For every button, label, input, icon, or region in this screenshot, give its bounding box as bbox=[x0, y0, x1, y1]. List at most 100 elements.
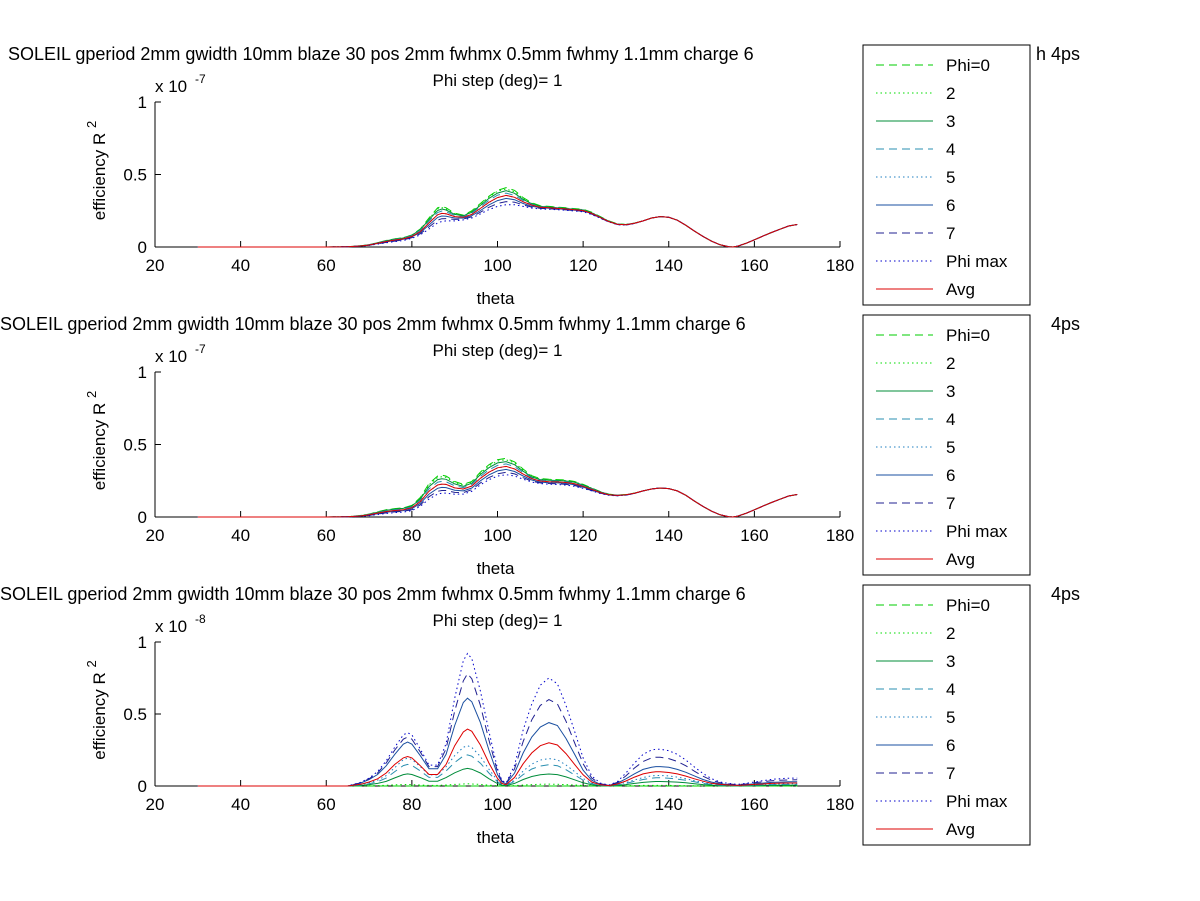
legend-entry-6: 6 bbox=[946, 736, 955, 755]
series-line-4 bbox=[197, 463, 798, 518]
series-line-7 bbox=[197, 201, 798, 248]
legend-entry-5: 5 bbox=[946, 168, 955, 187]
legend-entry-1: Phi=0 bbox=[946, 596, 990, 615]
y-tick-label: 0 bbox=[138, 238, 147, 257]
series-line-7 bbox=[197, 471, 798, 518]
x-ticks: 20 40 60 80 100 120 140 160 180 bbox=[146, 241, 854, 275]
x-tick-label: 160 bbox=[740, 256, 768, 275]
series-line-6 bbox=[197, 197, 798, 248]
x-tick-label: 180 bbox=[826, 795, 854, 814]
y-axis-label-superscript: 2 bbox=[84, 391, 99, 398]
legend-entry-2: 2 bbox=[946, 354, 955, 373]
legend-entry-1: Phi=0 bbox=[946, 326, 990, 345]
subplot-2: SOLEIL gperiod 2mm gwidth 10mm blaze 30 … bbox=[0, 314, 1080, 578]
legend-entry-4: 4 bbox=[946, 410, 955, 429]
x-tick-label: 20 bbox=[146, 795, 165, 814]
legend-entry-4: 4 bbox=[946, 140, 955, 159]
series-line-1 bbox=[197, 457, 798, 518]
chart-subtitle: Phi step (deg)= 1 bbox=[433, 341, 563, 360]
y-tick-label: 0.5 bbox=[123, 436, 147, 455]
x-tick-label: 20 bbox=[146, 526, 165, 545]
legend-entry-8: Phi max bbox=[946, 252, 1008, 271]
legend-entry-7: 7 bbox=[946, 494, 955, 513]
x-tick-label: 180 bbox=[826, 526, 854, 545]
series-line-8 bbox=[197, 652, 798, 787]
legend-entry-3: 3 bbox=[946, 112, 955, 131]
y-ticks: 00.51 bbox=[123, 363, 161, 527]
y-axis-label: efficiency R 2 bbox=[84, 391, 109, 491]
chart-title: SOLEIL gperiod 2mm gwidth 10mm blaze 30 … bbox=[0, 584, 746, 604]
x-tick-label: 80 bbox=[402, 526, 421, 545]
x-tick-label: 40 bbox=[231, 256, 250, 275]
legend-box bbox=[862, 44, 1031, 306]
legend-box bbox=[862, 314, 1031, 576]
x-tick-label: 40 bbox=[231, 526, 250, 545]
y-ticks: 00.51 bbox=[123, 93, 161, 257]
series-line-5 bbox=[197, 465, 798, 518]
y-tick-label: 0.5 bbox=[123, 705, 147, 724]
axis-exponent-base: x 10 bbox=[155, 617, 187, 636]
y-tick-label: 1 bbox=[138, 93, 147, 112]
axis-exponent-power: -8 bbox=[195, 612, 206, 626]
y-axis-label-text: efficiency R bbox=[90, 128, 109, 220]
y-tick-label: 0 bbox=[138, 508, 147, 527]
series-line-1 bbox=[197, 187, 798, 248]
y-tick-label: 0.5 bbox=[123, 166, 147, 185]
x-tick-label: 160 bbox=[740, 526, 768, 545]
plot-area bbox=[197, 457, 798, 518]
x-tick-label: 140 bbox=[655, 256, 683, 275]
chart-subtitle: Phi step (deg)= 1 bbox=[433, 71, 563, 90]
legend: Phi=0 2 3 4 5 6 7 Phi max Avg bbox=[862, 44, 1031, 306]
x-tick-label: 100 bbox=[483, 526, 511, 545]
series-line-6 bbox=[197, 697, 798, 787]
legend-entry-7: 7 bbox=[946, 224, 955, 243]
series-line-6 bbox=[197, 468, 798, 518]
x-tick-label: 140 bbox=[655, 795, 683, 814]
series-line-2 bbox=[197, 783, 798, 787]
y-axis-label-superscript: 2 bbox=[84, 660, 99, 667]
axis-exponent-base: x 10 bbox=[155, 77, 187, 96]
x-tick-label: 80 bbox=[402, 256, 421, 275]
y-axis-label-superscript: 2 bbox=[84, 121, 99, 128]
legend-entry-3: 3 bbox=[946, 382, 955, 401]
y-axis-label: efficiency R 2 bbox=[84, 660, 109, 760]
x-tick-label: 60 bbox=[317, 256, 336, 275]
legend-box bbox=[862, 584, 1031, 846]
x-ticks: 20 40 60 80 100 120 140 160 180 bbox=[146, 511, 854, 545]
legend-entry-9: Avg bbox=[946, 550, 975, 569]
series-line-3 bbox=[197, 767, 798, 787]
legend-entry-8: Phi max bbox=[946, 522, 1008, 541]
y-axis-label-text: efficiency R bbox=[90, 667, 109, 759]
legend-entry-1: Phi=0 bbox=[946, 56, 990, 75]
legend-entry-5: 5 bbox=[946, 708, 955, 727]
x-tick-label: 160 bbox=[740, 795, 768, 814]
y-tick-label: 1 bbox=[138, 363, 147, 382]
series-line-9 bbox=[197, 194, 798, 248]
legend-entry-6: 6 bbox=[946, 466, 955, 485]
x-tick-label: 20 bbox=[146, 256, 165, 275]
subplot-1: SOLEIL gperiod 2mm gwidth 10mm blaze 30 … bbox=[8, 44, 1080, 308]
legend-entry-9: Avg bbox=[946, 280, 975, 299]
x-tick-label: 80 bbox=[402, 795, 421, 814]
chart-title-tail: h 4ps bbox=[1036, 44, 1080, 64]
x-tick-label: 60 bbox=[317, 795, 336, 814]
legend: Phi=0 2 3 4 5 6 7 Phi max Avg bbox=[862, 314, 1031, 576]
axis-exponent-base: x 10 bbox=[155, 347, 187, 366]
legend: Phi=0 2 3 4 5 6 7 Phi max Avg bbox=[862, 584, 1031, 846]
x-axis-label: theta bbox=[477, 559, 515, 578]
legend-entry-9: Avg bbox=[946, 820, 975, 839]
legend-entry-4: 4 bbox=[946, 680, 955, 699]
y-axis-label-group: efficiency R 2 bbox=[84, 391, 109, 491]
x-axis-label: theta bbox=[477, 828, 515, 847]
series-line-9 bbox=[197, 728, 798, 787]
y-axis-label-group: efficiency R 2 bbox=[84, 660, 109, 760]
x-tick-label: 40 bbox=[231, 795, 250, 814]
chart-title: SOLEIL gperiod 2mm gwidth 10mm blaze 30 … bbox=[8, 44, 754, 64]
series-line-8 bbox=[197, 204, 798, 248]
plot-area bbox=[197, 652, 798, 787]
legend-entry-7: 7 bbox=[946, 764, 955, 783]
x-tick-label: 100 bbox=[483, 256, 511, 275]
y-ticks: 00.51 bbox=[123, 633, 161, 796]
series-line-8 bbox=[197, 474, 798, 518]
